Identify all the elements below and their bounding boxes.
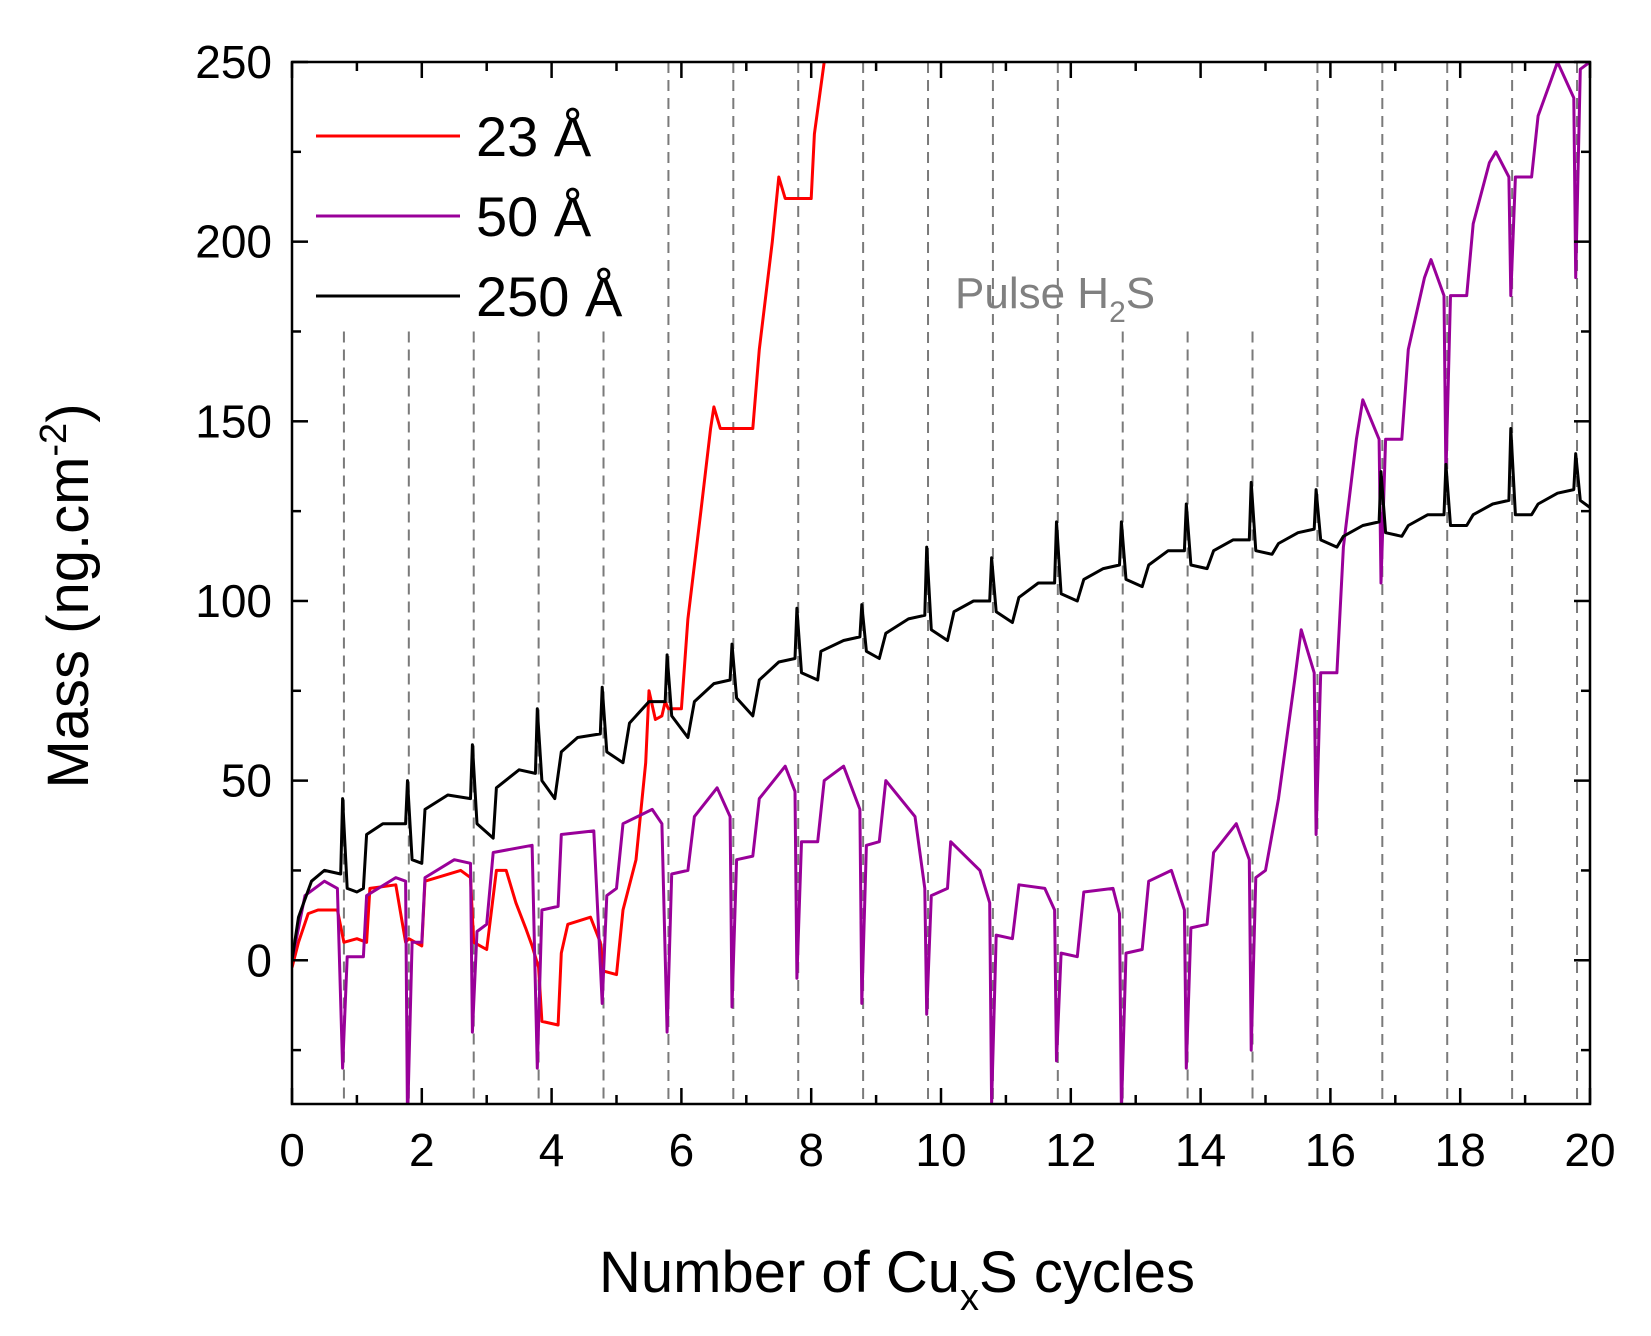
pulse-annotation: Pulse H2S [955,269,1155,329]
x-axis-label: Number of CuxS cycles [599,1240,1195,1319]
x-tick-label: 16 [1305,1124,1356,1176]
axis-ticks [290,60,1592,1104]
y-tick-label: 0 [246,934,272,986]
y-tick-label: 50 [221,755,272,807]
series-group [292,62,1590,1104]
x-tick-label: 8 [798,1124,824,1176]
x-tick-label: 12 [1045,1124,1096,1176]
legend-label-250: 250 Å [476,265,623,328]
x-tick-label: 10 [915,1124,966,1176]
series-line-2 [292,427,1590,961]
x-tick-label: 6 [669,1124,695,1176]
legend: 23 Å 50 Å 250 Å [316,105,623,328]
y-tick-label: 200 [195,216,272,268]
x-tick-label: 4 [539,1124,565,1176]
series-line-1 [292,62,1590,1104]
legend-label-50: 50 Å [476,185,592,248]
x-tick-label: 20 [1564,1124,1615,1176]
x-tick-label: 0 [279,1124,305,1176]
y-tick-label: 250 [195,36,272,88]
x-tick-label: 18 [1435,1124,1486,1176]
x-tick-label: 14 [1175,1124,1226,1176]
legend-label-23: 23 Å [476,105,592,168]
x-tick-label: 2 [409,1124,435,1176]
y-tick-label: 150 [195,395,272,447]
y-tick-label: 100 [195,575,272,627]
y-axis-label: Mass (ng.cm-2) [33,403,101,788]
series-line-0 [292,62,826,1027]
